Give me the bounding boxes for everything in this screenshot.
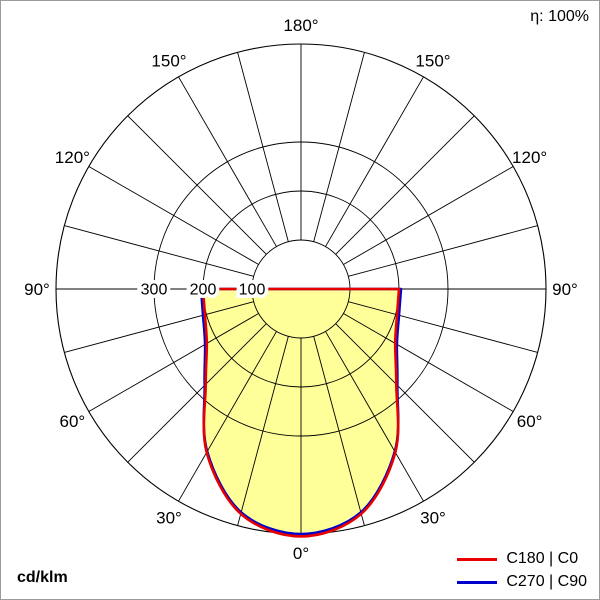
grid-spoke-285 bbox=[64, 301, 254, 353]
grid-spoke-60 bbox=[343, 313, 514, 412]
intensity-curve-c180c0 bbox=[201, 287, 401, 538]
grid-spoke-15 bbox=[313, 336, 365, 526]
angle-label-60-right: 60° bbox=[517, 412, 543, 431]
angle-label-30-left: 30° bbox=[156, 509, 182, 528]
grid-spoke-150 bbox=[325, 76, 424, 247]
legend: C180 | C0 C270 | C90 bbox=[457, 545, 587, 591]
unit-label: cd/klm bbox=[17, 569, 68, 586]
grid-spoke-345 bbox=[237, 336, 289, 526]
grid-spoke-195 bbox=[237, 52, 289, 242]
legend-label: C180 | C0 bbox=[506, 550, 579, 567]
grid-spoke-165 bbox=[313, 52, 365, 242]
angle-label-180: 180° bbox=[283, 16, 318, 35]
legend-line-c180-c0 bbox=[457, 557, 498, 561]
grid-spoke-330 bbox=[178, 331, 277, 502]
r-axis-label-100: 100 bbox=[239, 282, 266, 299]
intensity-curve-c270c90 bbox=[199, 287, 403, 536]
grid-spoke-30 bbox=[325, 331, 424, 502]
angle-label-90-right: 90° bbox=[552, 280, 578, 299]
grid-spoke-105 bbox=[348, 225, 538, 277]
grid-spoke-120 bbox=[343, 166, 514, 265]
grid-spoke-315 bbox=[127, 323, 267, 463]
legend-item: C270 | C90 bbox=[457, 573, 587, 591]
r-axis-label-300: 300 bbox=[141, 282, 168, 299]
grid-spoke-135 bbox=[335, 115, 475, 255]
angle-label-90-left: 90° bbox=[24, 280, 50, 299]
angle-label-30-right: 30° bbox=[420, 509, 446, 528]
grid-spoke-300 bbox=[88, 313, 259, 412]
efficiency-label: η: 100% bbox=[530, 8, 589, 25]
angle-label-0: 0° bbox=[293, 544, 309, 563]
legend-label: C270 | C90 bbox=[506, 573, 587, 590]
grid-spoke-225 bbox=[127, 115, 267, 255]
angle-label-120-right: 120° bbox=[512, 148, 547, 167]
legend-line-c270-c90 bbox=[457, 580, 498, 584]
angle-label-150-left: 150° bbox=[151, 51, 186, 70]
r-axis-label-200: 200 bbox=[190, 282, 217, 299]
grid-spoke-210 bbox=[178, 76, 277, 247]
angle-label-120-left: 120° bbox=[55, 148, 90, 167]
grid-spoke-255 bbox=[64, 225, 254, 277]
angle-label-60-left: 60° bbox=[60, 412, 86, 431]
angle-label-150-right: 150° bbox=[415, 51, 450, 70]
legend-item: C180 | C0 bbox=[457, 550, 587, 568]
grid-spoke-45 bbox=[335, 323, 475, 463]
grid-spoke-240 bbox=[88, 166, 259, 265]
grid-spoke-75 bbox=[348, 301, 538, 353]
